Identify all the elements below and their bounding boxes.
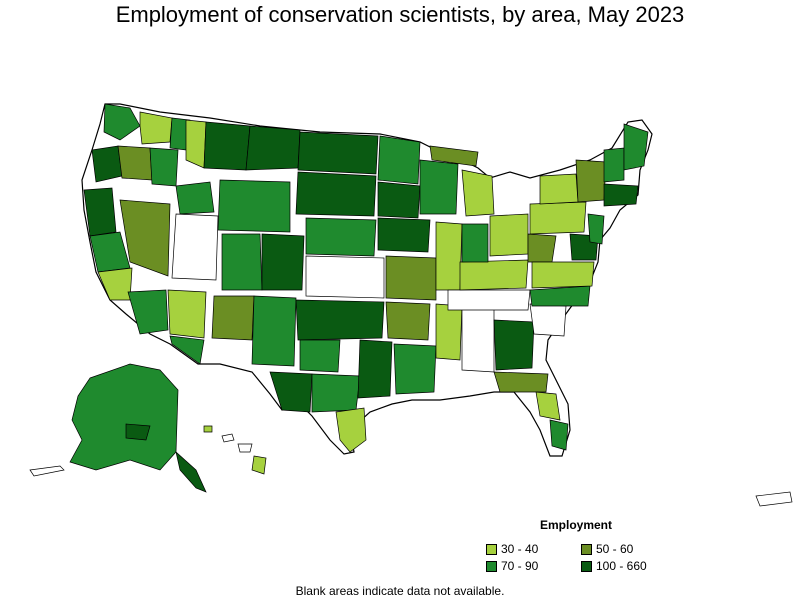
map-legend: Employment 30 - 40 50 - 60 70 - 90 100 -… bbox=[486, 518, 686, 573]
region-la bbox=[393, 343, 437, 395]
region-wi bbox=[419, 159, 459, 215]
region-ak-kenai bbox=[125, 423, 151, 441]
region-az-central bbox=[167, 289, 207, 339]
blank-areas-note: Blank areas indicate data not available. bbox=[295, 584, 505, 598]
region-ga bbox=[493, 319, 535, 371]
region-al bbox=[461, 305, 495, 373]
legend-swatch bbox=[581, 560, 592, 572]
legend-title: Employment bbox=[539, 518, 612, 532]
region-co-west bbox=[221, 233, 263, 291]
region-ak-southeast bbox=[175, 451, 207, 493]
region-or-coast bbox=[91, 145, 123, 183]
region-or-central bbox=[117, 145, 153, 181]
region-ms bbox=[435, 303, 463, 361]
region-nc bbox=[529, 285, 591, 307]
region-va bbox=[531, 261, 595, 289]
region-co-east bbox=[261, 233, 305, 291]
region-nm-north bbox=[211, 295, 255, 341]
region-me bbox=[623, 123, 649, 171]
region-fl-south bbox=[549, 419, 569, 451]
region-tx-east bbox=[357, 339, 393, 399]
region-tx-south bbox=[335, 407, 367, 453]
legend-label: 100 - 660 bbox=[596, 559, 647, 573]
region-mo bbox=[385, 255, 437, 301]
region-il bbox=[435, 221, 463, 291]
region-mt-east bbox=[245, 125, 301, 171]
region-tn bbox=[447, 289, 531, 311]
legend-swatch bbox=[486, 560, 497, 572]
region-az-north bbox=[127, 289, 169, 335]
region-fl-central bbox=[535, 391, 561, 421]
region-ks bbox=[305, 255, 385, 299]
region-ak-main bbox=[69, 363, 179, 471]
region-tx-west bbox=[269, 371, 313, 413]
region-ia bbox=[377, 217, 431, 253]
legend-swatch bbox=[581, 543, 592, 555]
region-ok bbox=[295, 299, 385, 341]
region-puerto-rico bbox=[755, 491, 793, 507]
region-vt-nh bbox=[603, 147, 625, 183]
region-ma-ct-ri bbox=[603, 183, 639, 207]
region-in bbox=[461, 223, 489, 263]
region-hi-maui bbox=[237, 443, 253, 453]
legend-label: 70 - 90 bbox=[501, 559, 539, 573]
legend-grid: 30 - 40 50 - 60 70 - 90 100 - 660 bbox=[486, 542, 686, 573]
region-sd bbox=[295, 171, 377, 217]
region-or-east bbox=[149, 147, 179, 187]
region-wy bbox=[217, 179, 291, 233]
region-oh bbox=[489, 213, 529, 257]
region-ar bbox=[385, 301, 431, 341]
region-tx-central bbox=[311, 373, 361, 413]
region-ny-east bbox=[575, 159, 607, 203]
region-nj bbox=[587, 213, 605, 245]
region-ca-south bbox=[97, 267, 133, 301]
legend-swatch bbox=[486, 543, 497, 555]
region-nm-south bbox=[251, 295, 297, 367]
region-ny-west bbox=[539, 173, 579, 205]
map-title: Employment of conservation scientists, b… bbox=[115, 2, 685, 27]
region-tx-panhandle bbox=[299, 339, 341, 373]
region-nv bbox=[119, 199, 171, 277]
region-mn-north bbox=[377, 135, 421, 185]
legend-item: 30 - 40 bbox=[486, 542, 581, 556]
region-nd bbox=[297, 131, 379, 175]
region-ne bbox=[305, 217, 377, 257]
legend-item: 100 - 660 bbox=[581, 559, 676, 573]
region-hi-big-island bbox=[251, 455, 267, 475]
legend-item: 50 - 60 bbox=[581, 542, 676, 556]
region-wa-central bbox=[139, 111, 173, 145]
region-sc bbox=[529, 303, 567, 337]
legend-item: 70 - 90 bbox=[486, 559, 581, 573]
region-mn-south bbox=[377, 181, 421, 219]
legend-label: 30 - 40 bbox=[501, 542, 539, 556]
region-ky bbox=[459, 259, 529, 291]
region-mi-up bbox=[429, 145, 479, 167]
region-hi-kauai bbox=[203, 425, 213, 433]
region-fl-north bbox=[493, 371, 549, 393]
region-wa-coast bbox=[103, 103, 141, 141]
region-ut bbox=[171, 213, 219, 281]
region-ak-aleutians bbox=[29, 465, 65, 477]
map-regions bbox=[29, 103, 793, 507]
region-az-south bbox=[169, 335, 205, 365]
region-mt-west bbox=[203, 121, 251, 171]
region-wv bbox=[527, 233, 557, 263]
region-pa bbox=[529, 201, 587, 235]
region-mi-lp bbox=[461, 169, 495, 217]
region-id-north bbox=[185, 119, 207, 169]
region-id-south bbox=[175, 181, 215, 215]
region-hi-oahu bbox=[221, 433, 235, 443]
region-ca-north bbox=[83, 187, 117, 237]
legend-label: 50 - 60 bbox=[596, 542, 634, 556]
